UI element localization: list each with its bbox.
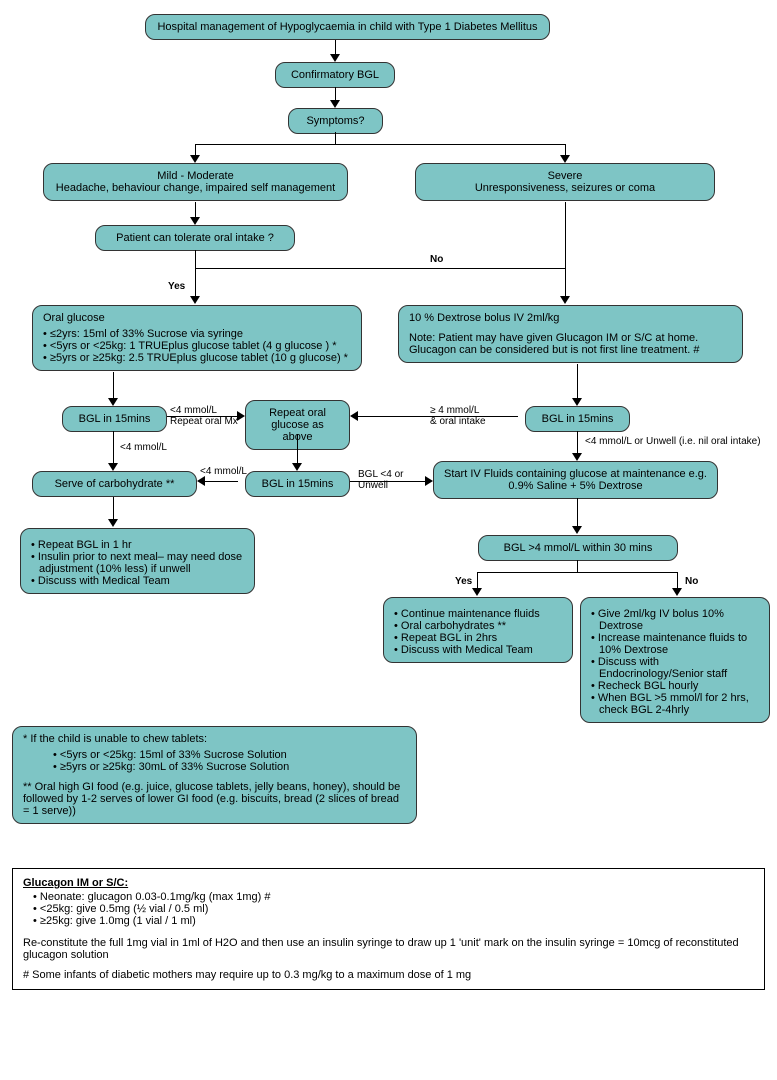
yes-label-2: Yes [455,576,472,587]
followup-item: Repeat BGL in 1 hr [39,539,244,551]
yes-box-list: Continue maintenance fluids Oral carbohy… [394,608,562,656]
oral-glucose-item: ≤2yrs: 15ml of 33% Sucrose via syringe [51,328,351,340]
no-box-node: Give 2ml/kg IV bolus 10% Dextrose Increa… [580,597,770,723]
severe-title: Severe [426,170,704,182]
glucagon-list: Neonate: glucagon 0.03-0.1mg/kg (max 1mg… [23,891,754,927]
confirmatory-node: Confirmatory BGL [275,62,395,88]
oral-intake-text: Patient can tolerate oral intake ? [116,232,274,244]
bgl15-2-text: BGL in 15mins [542,413,614,425]
footnote1-list: <5yrs or <25kg: 15ml of 33% Sucrose Solu… [23,749,406,773]
bgl15-3-node: BGL in 15mins [245,471,350,497]
symptoms-text: Symptoms? [306,115,364,127]
dextrose-node: 10 % Dextrose bolus IV 2ml/kg Note: Pati… [398,305,743,363]
followup-node: Repeat BGL in 1 hr Insulin prior to next… [20,528,255,594]
lt4-repeat-label: <4 mmol/LRepeat oral Mx [170,405,238,427]
no-box-item: Discuss with Endocrinology/Senior staff [599,656,759,680]
symptoms-node: Symptoms? [288,108,383,134]
bgl15-3-text: BGL in 15mins [262,478,334,490]
followup-list: Repeat BGL in 1 hr Insulin prior to next… [31,539,244,587]
no-box-item: Give 2ml/kg IV bolus 10% Dextrose [599,608,759,632]
oral-glucose-title: Oral glucose [43,312,351,324]
footnote-node: * If the child is unable to chew tablets… [12,726,417,824]
footnote1-item: <5yrs or <25kg: 15ml of 33% Sucrose Solu… [61,749,406,761]
yes-box-item: Oral carbohydrates ** [402,620,562,632]
footnote2-text: ** Oral high GI food (e.g. juice, glucos… [23,781,406,817]
glucagon-item: <25kg: give 0.5mg (½ vial / 0.5 ml) [33,903,754,915]
bgl30-node: BGL >4 mmol/L within 30 mins [478,535,678,561]
lt4-label-2: <4 mmol/L [200,466,247,477]
severe-sub: Unresponsiveness, seizures or coma [426,182,704,194]
no-label-1: No [430,254,443,265]
footnote1-lead: * If the child is unable to chew tablets… [23,733,406,745]
ge4-oral-label: ≥ 4 mmol/L& oral intake [430,405,486,427]
glucagon-box: Glucagon IM or S/C: Neonate: glucagon 0.… [12,868,765,990]
bgl15-1-text: BGL in 15mins [79,413,151,425]
followup-item: Discuss with Medical Team [39,575,244,587]
dextrose-title: 10 % Dextrose bolus IV 2ml/kg [409,312,732,324]
oral-glucose-item: <5yrs or <25kg: 1 TRUEplus glucose table… [51,340,351,352]
carb-text: Serve of carbohydrate ** [55,478,175,490]
yes-box-node: Continue maintenance fluids Oral carbohy… [383,597,573,663]
mild-sub: Headache, behaviour change, impaired sel… [54,182,337,194]
oral-glucose-node: Oral glucose ≤2yrs: 15ml of 33% Sucrose … [32,305,362,371]
footnote1-item: ≥5yrs or ≥25kg: 30mL of 33% Sucrose Solu… [61,761,406,773]
no-label-2: No [685,576,698,587]
bgl15-1-node: BGL in 15mins [62,406,167,432]
no-box-item: Recheck BGL hourly [599,680,759,692]
glucagon-note: Re-constitute the full 1mg vial in 1ml o… [23,937,754,961]
no-box-item: When BGL >5 mmol/l for 2 hrs, check BGL … [599,692,759,716]
iv-fluids-text: Start IV Fluids containing glucose at ma… [444,468,707,492]
yes-label-1: Yes [168,281,185,292]
followup-item: Insulin prior to next meal– may need dos… [39,551,244,575]
oral-glucose-item: ≥5yrs or ≥25kg: 2.5 TRUEplus glucose tab… [51,352,351,364]
oral-intake-node: Patient can tolerate oral intake ? [95,225,295,251]
bgl15-2-node: BGL in 15mins [525,406,630,432]
bgl30-text: BGL >4 mmol/L within 30 mins [504,542,653,554]
dextrose-note: Note: Patient may have given Glucagon IM… [409,332,732,356]
no-box-item: Increase maintenance fluids to 10% Dextr… [599,632,759,656]
severe-node: Severe Unresponsiveness, seizures or com… [415,163,715,201]
yes-box-item: Discuss with Medical Team [402,644,562,656]
confirmatory-text: Confirmatory BGL [291,69,379,81]
glucagon-title: Glucagon IM or S/C: [23,877,128,889]
lt4-unwell-label: <4 mmol/L or Unwell (i.e. nil oral intak… [585,436,761,447]
yes-box-item: Repeat BGL in 2hrs [402,632,562,644]
oral-glucose-list: ≤2yrs: 15ml of 33% Sucrose via syringe <… [43,328,351,364]
bgl-lt4-unwell-label: BGL <4 orUnwell [358,469,404,491]
title-text: Hospital management of Hypoglycaemia in … [157,21,537,33]
iv-fluids-node: Start IV Fluids containing glucose at ma… [433,461,718,499]
carb-node: Serve of carbohydrate ** [32,471,197,497]
glucagon-item: Neonate: glucagon 0.03-0.1mg/kg (max 1mg… [33,891,754,903]
mild-title: Mild - Moderate [54,170,337,182]
no-box-list: Give 2ml/kg IV bolus 10% Dextrose Increa… [591,608,759,716]
title-node: Hospital management of Hypoglycaemia in … [145,14,550,40]
yes-box-item: Continue maintenance fluids [402,608,562,620]
glucagon-item: ≥25kg: give 1.0mg (1 vial / 1 ml) [33,915,754,927]
mild-node: Mild - Moderate Headache, behaviour chan… [43,163,348,201]
lt4-label: <4 mmol/L [120,442,167,453]
glucagon-hash: # Some infants of diabetic mothers may r… [23,969,754,981]
